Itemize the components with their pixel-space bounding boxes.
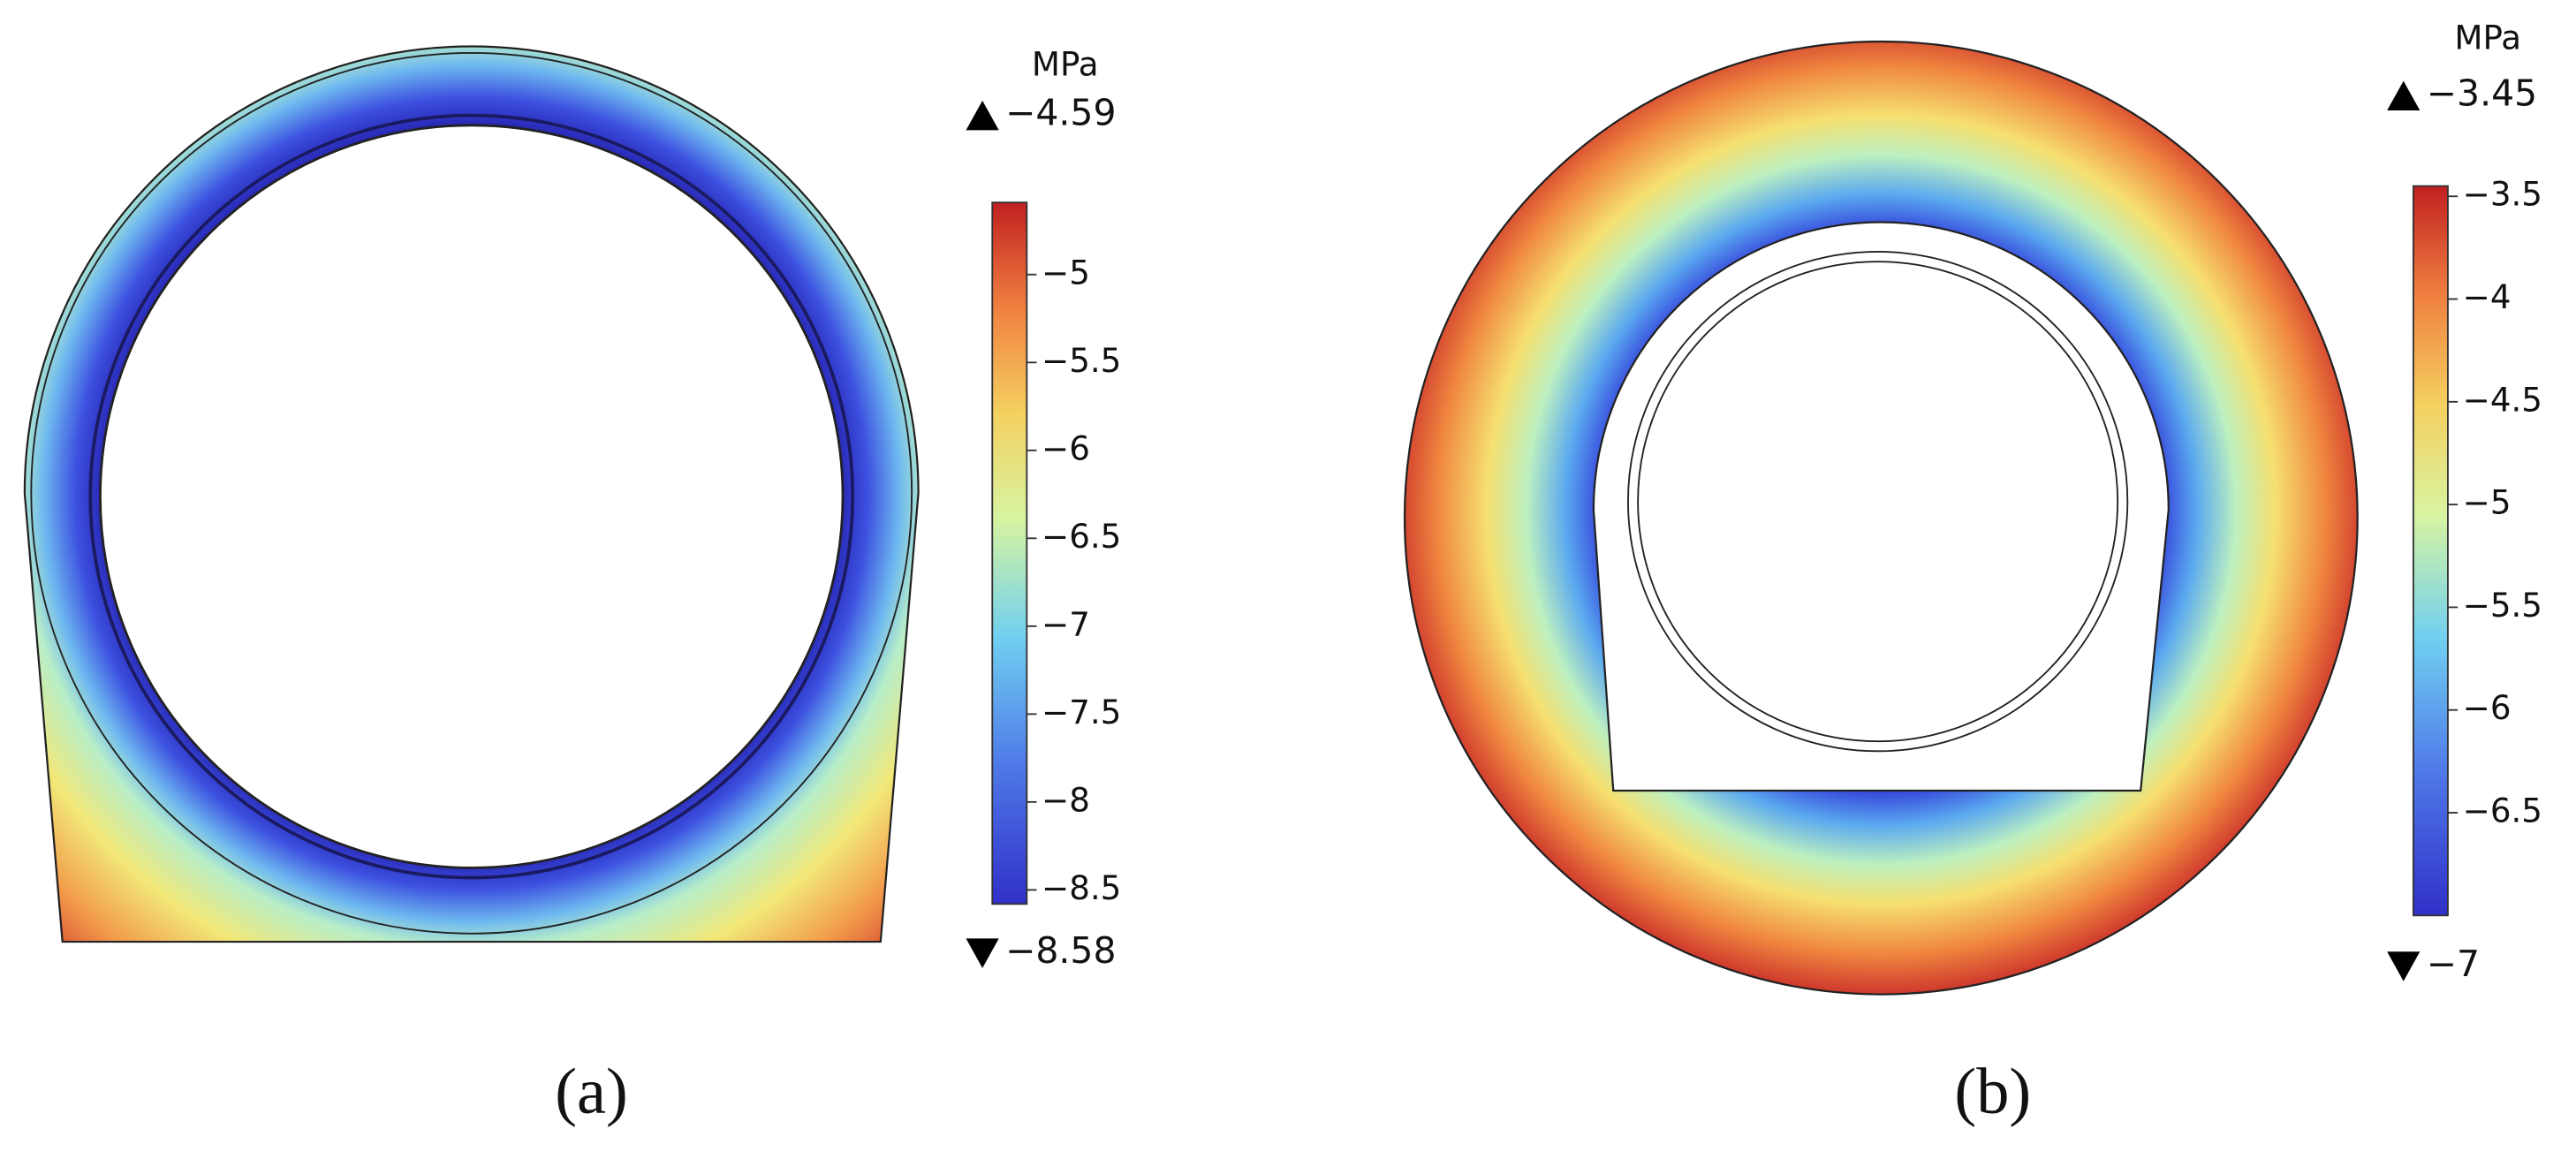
max-label: −4.59 bbox=[1005, 92, 1116, 134]
colorbar-tick-label: −6.5 bbox=[2463, 792, 2542, 830]
panel-label: (b) bbox=[1954, 1056, 2031, 1128]
legends: MPa −4.59 −8.58 −5 −5.5 −6 −6.5 −7 −7.5 −8 −8.5 (a)… bbox=[555, 19, 2542, 1128]
colorbar-tick-label: −6 bbox=[1042, 428, 1090, 467]
min-marker bbox=[2387, 951, 2421, 981]
colorbar-tick-label: −5 bbox=[2463, 483, 2512, 522]
min-marker bbox=[966, 938, 999, 968]
plot-a bbox=[23, 45, 920, 943]
max-marker bbox=[966, 100, 999, 131]
unit-label: MPa bbox=[2454, 19, 2521, 57]
colorbar-tick-label: −7 bbox=[1042, 604, 1090, 643]
panel-label: (a) bbox=[555, 1056, 628, 1128]
colorbar bbox=[991, 201, 1028, 905]
colorbar-tick-label: −3.5 bbox=[2463, 175, 2542, 214]
colorbar-tick-label: −5.5 bbox=[1042, 341, 1121, 380]
colorbar-tick-label: −4 bbox=[2463, 277, 2512, 316]
colorbar-tick-label: −8.5 bbox=[1042, 868, 1121, 907]
colorbar-tick-label: −6 bbox=[2463, 688, 2512, 727]
colorbar-tick-label: −8 bbox=[1042, 780, 1090, 819]
colorbar-tick-label: −5.5 bbox=[2463, 586, 2542, 625]
min-label: −7 bbox=[2427, 943, 2480, 985]
colorbar bbox=[2412, 185, 2449, 917]
min-label: −8.58 bbox=[1005, 929, 1116, 972]
unit-label: MPa bbox=[1032, 44, 1099, 83]
max-label: −3.45 bbox=[2427, 72, 2537, 114]
colorbar-tick-label: −4.5 bbox=[2463, 380, 2542, 419]
colorbar-tick-label: −7.5 bbox=[1042, 693, 1121, 731]
colorbar-tick-label: −5 bbox=[1042, 253, 1090, 292]
colorbar-tick-label: −6.5 bbox=[1042, 517, 1121, 556]
plot-b bbox=[1403, 40, 2359, 996]
max-marker bbox=[2387, 80, 2421, 111]
